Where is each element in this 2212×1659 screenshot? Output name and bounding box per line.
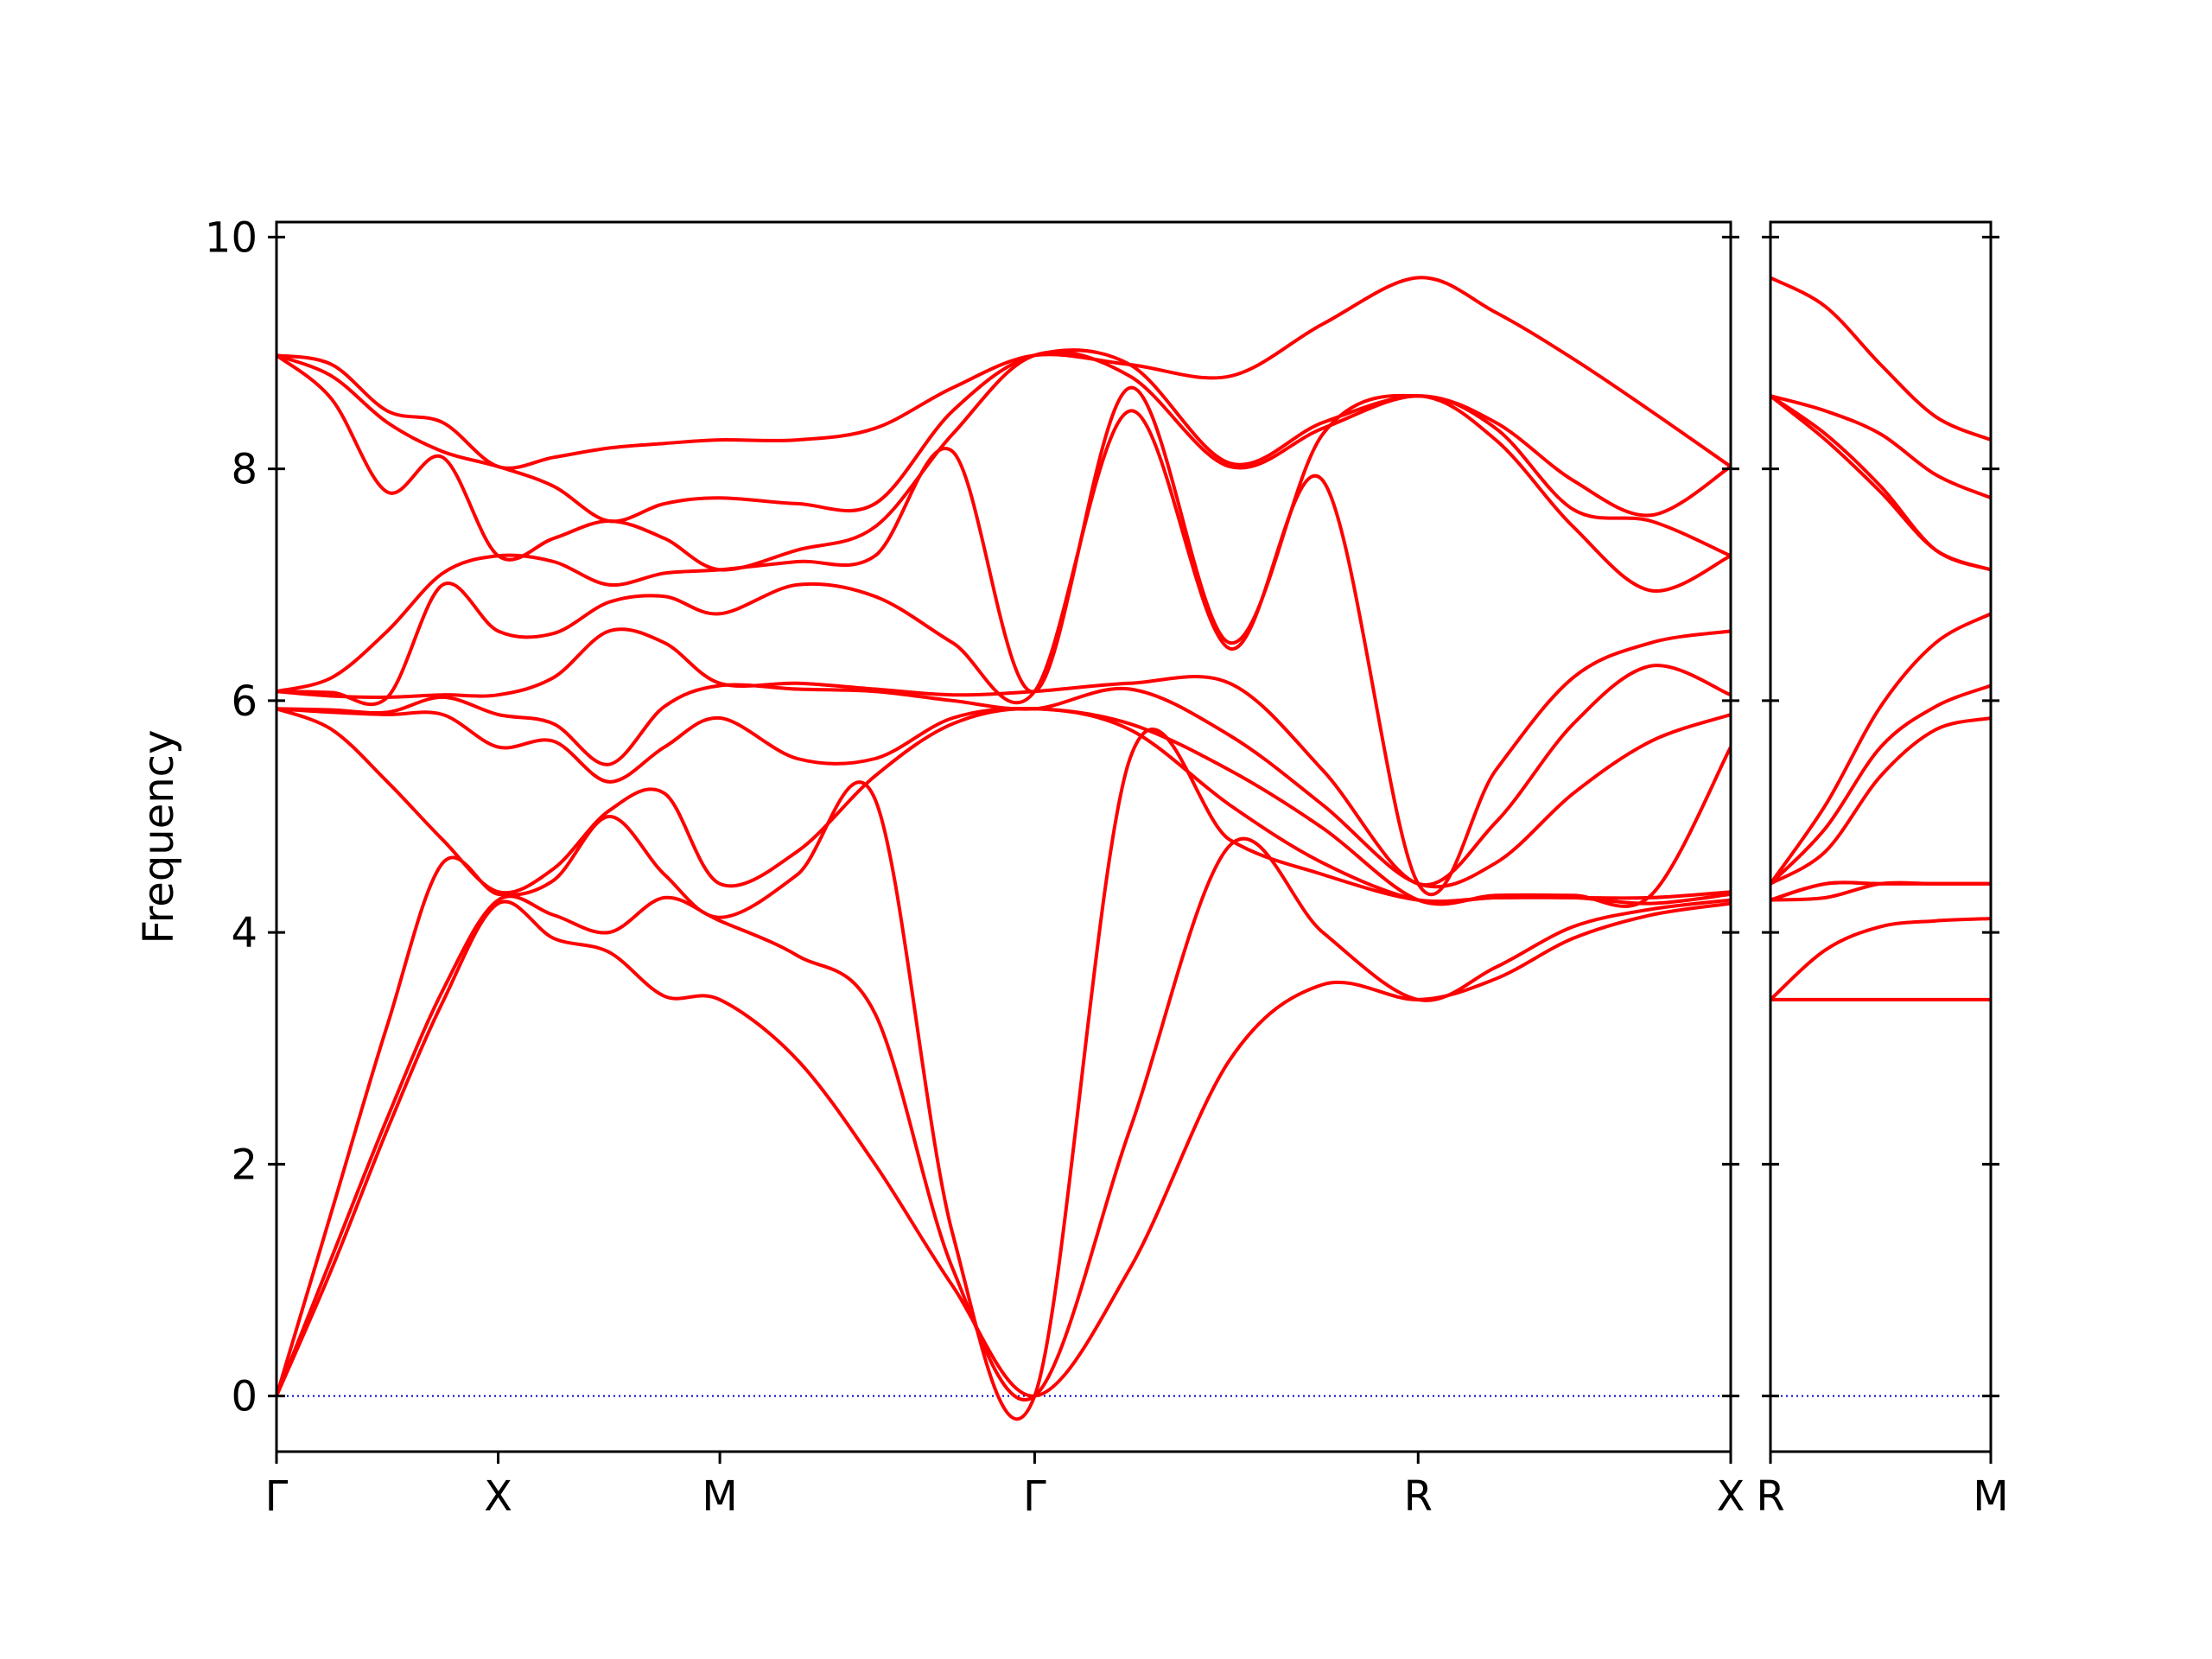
band-line [276,348,1732,524]
band-line [1769,612,1992,885]
band-line [275,728,1732,1421]
x-tick-label: Γ [265,1472,289,1521]
band-line [276,627,1732,887]
y-tick-label: 8 [231,446,257,494]
band-line [1769,917,1992,1001]
band-line [276,409,1732,897]
y-tick-label: 0 [231,1373,257,1421]
band-line [275,836,1732,1402]
plot-frame [275,220,1732,1453]
band-line [276,385,1732,694]
y-tick-label: 2 [231,1141,257,1189]
x-tick-label: R [1404,1472,1433,1521]
y-tick-label: 10 [205,213,257,262]
band-line [276,707,1732,908]
band-line [1770,880,1991,902]
band-line [275,899,1732,1398]
y-axis-label: Frequency [135,730,183,944]
band-line [1769,683,1992,886]
band-line [276,276,1732,470]
x-tick-label: X [484,1472,512,1521]
y-tick-label: 6 [231,677,257,726]
x-tick-label: X [1717,1472,1745,1521]
band-line [1769,394,1992,572]
x-tick-label: M [702,1472,737,1521]
x-tick-label: R [1756,1472,1784,1521]
band-line [276,707,1732,905]
x-tick-label: M [1973,1472,2008,1521]
band-line [276,683,1732,889]
band-line [1770,276,1992,442]
plot-frame [1769,220,1993,1453]
band-line [1769,716,1992,886]
band-line [1770,394,1992,500]
band-line [275,350,1732,572]
band-line [1769,394,1992,572]
y-tick-label: 4 [231,909,257,957]
x-tick-label: Γ [1023,1472,1046,1521]
